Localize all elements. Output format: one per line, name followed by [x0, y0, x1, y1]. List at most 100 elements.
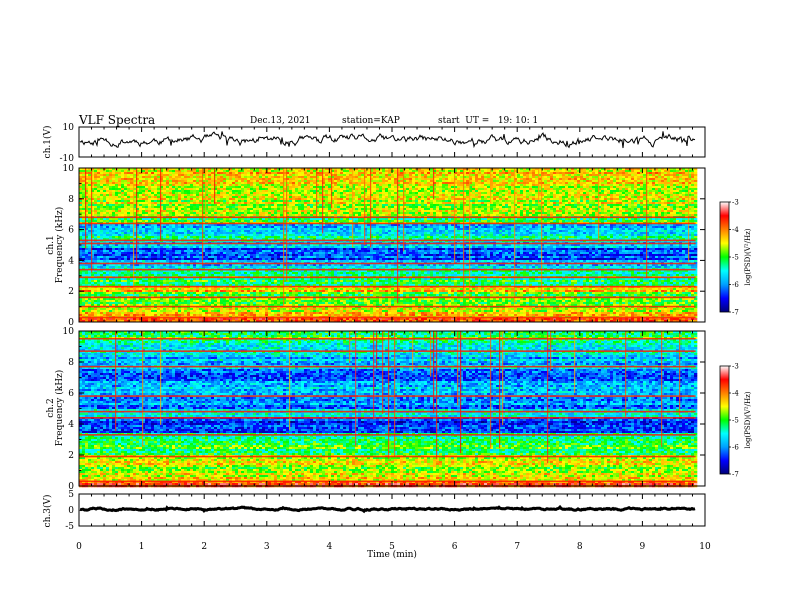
- spectrogram-cell: [367, 184, 371, 187]
- spectrogram-cell: [190, 210, 194, 213]
- spectrogram-cell: [511, 176, 515, 179]
- spectrogram-cell: [421, 212, 425, 215]
- spectrogram-cell: [250, 198, 254, 201]
- spectrogram-cell: [655, 186, 659, 189]
- spectrogram-cell: [169, 212, 173, 215]
- spectrogram-cell: [391, 204, 395, 207]
- spectrogram-cell: [289, 172, 293, 175]
- spectrogram-cell: [169, 188, 173, 191]
- spectrogram-cell: [619, 196, 623, 199]
- spectrogram-cell: [499, 174, 503, 177]
- spectrogram-cell: [424, 172, 428, 175]
- spectrogram-cell: [436, 204, 440, 207]
- spectrogram-cell: [502, 174, 506, 177]
- spectrogram-cell: [211, 202, 215, 205]
- spectrogram-cell: [529, 172, 533, 175]
- spectrogram-cell: [106, 214, 110, 217]
- spectrogram-cell: [307, 198, 311, 201]
- spectrogram-cell: [625, 204, 629, 207]
- spectrogram-cell: [142, 190, 146, 193]
- spectrogram-cell: [187, 212, 191, 215]
- spectrogram-cell: [184, 212, 188, 215]
- spectrogram-cell: [502, 186, 506, 189]
- spectrogram-cell: [187, 186, 191, 189]
- spectrogram-cell: [556, 176, 560, 179]
- spectrogram-cell: [100, 202, 104, 205]
- spectrogram-cell: [628, 192, 632, 195]
- spectrogram-cell: [553, 196, 557, 199]
- spectrogram-cell: [421, 188, 425, 191]
- spectrogram-cell: [529, 212, 533, 215]
- spectrogram-cell: [112, 212, 116, 215]
- spectrogram-cell: [406, 174, 410, 177]
- spectrogram-cell: [412, 210, 416, 213]
- spectrogram-cell: [331, 182, 335, 185]
- spectrogram-cell: [253, 192, 257, 195]
- spectrogram-cell: [658, 212, 662, 215]
- spectrogram-cell: [505, 174, 509, 177]
- spectrogram-cell: [487, 196, 491, 199]
- spectrogram-cell: [532, 208, 536, 211]
- spectrogram-cell: [622, 168, 626, 171]
- spectrogram-cell: [235, 168, 239, 171]
- spectrogram-cell: [157, 184, 161, 187]
- spectrogram-cell: [556, 198, 560, 201]
- spectrogram-cell: [172, 190, 176, 193]
- spectrogram-cell: [289, 204, 293, 207]
- spectrogram-cell: [406, 196, 410, 199]
- spectrogram-cell: [610, 168, 614, 171]
- spectrogram-cell: [355, 198, 359, 201]
- spectrogram-cell: [673, 174, 677, 177]
- spectrogram-cell: [529, 198, 533, 201]
- spectrogram-cell: [220, 190, 224, 193]
- spectrogram-cell: [196, 168, 200, 171]
- spectrogram-cell: [262, 186, 266, 189]
- spectrogram-cell: [625, 182, 629, 185]
- spectrogram-cell: [640, 180, 644, 183]
- spectrogram-cell: [436, 198, 440, 201]
- spectrogram-cell: [175, 170, 179, 173]
- spectrogram-cell: [394, 194, 398, 197]
- spectrogram-cell: [424, 176, 428, 179]
- spectrogram-cell: [418, 178, 422, 181]
- spectrogram-cell: [601, 170, 605, 173]
- spectrogram-cell: [391, 184, 395, 187]
- spectrogram-cell: [583, 172, 587, 175]
- spectrogram-cell: [646, 198, 650, 201]
- spectrogram-cell: [562, 182, 566, 185]
- spectrogram-cell: [547, 180, 551, 183]
- spectrogram-cell: [685, 196, 689, 199]
- spectrogram-cell: [346, 190, 350, 193]
- spectrogram-cell: [388, 174, 392, 177]
- spectrogram-cell: [151, 212, 155, 215]
- spectrogram-cell: [652, 208, 656, 211]
- spectrogram-cell: [487, 170, 491, 173]
- spectrogram-cell: [424, 204, 428, 207]
- spectrogram-cell: [283, 198, 287, 201]
- spectrogram-cell: [337, 208, 341, 211]
- spectrogram-cell: [631, 186, 635, 189]
- spectrogram-cell: [91, 182, 95, 185]
- spectrogram-cell: [181, 176, 185, 179]
- spectrogram-cell: [100, 212, 104, 215]
- spectrogram-cell: [343, 208, 347, 211]
- spectrogram-cell: [211, 196, 215, 199]
- spectrogram-cell: [508, 190, 512, 193]
- spectrogram-cell: [283, 168, 287, 171]
- spectrogram-cell: [454, 186, 458, 189]
- spectrogram-cell: [502, 178, 506, 181]
- spectrogram-cell: [616, 202, 620, 205]
- spectrogram-cell: [289, 192, 293, 195]
- spectrogram-cell: [313, 194, 317, 197]
- spectrogram-cell: [328, 192, 332, 195]
- spectrogram-cell: [370, 190, 374, 193]
- spectrogram-cell: [556, 178, 560, 181]
- spectrogram-cell: [643, 198, 647, 201]
- spectrogram-cell: [661, 170, 665, 173]
- spectrogram-cell: [478, 204, 482, 207]
- spectrogram-cell: [379, 212, 383, 215]
- spectrogram-cell: [457, 206, 461, 209]
- spectrogram-cell: [556, 180, 560, 183]
- spectrogram-cell: [226, 192, 230, 195]
- spectrogram-cell: [688, 208, 692, 211]
